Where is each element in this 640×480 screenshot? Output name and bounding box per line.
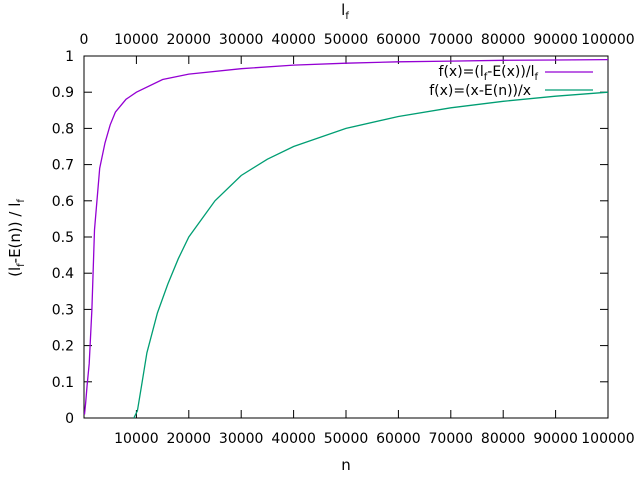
- series-line-2: [133, 91, 609, 419]
- y-axis-label: (lf-E(n)) / lf: [6, 199, 27, 277]
- legend-entry-2: f(x)=(x-E(n))/x: [429, 83, 593, 99]
- x-tick-label-5: 60000: [376, 431, 421, 447]
- legend-label-1: f(x)=(lf-E(x))/lf: [439, 64, 539, 83]
- x-tick-label-2: 30000: [219, 431, 264, 447]
- x-tick-label-9: 100000: [581, 431, 634, 447]
- y-tick-label-5: 0.5: [52, 230, 74, 246]
- x-tick-label-7: 80000: [481, 431, 526, 447]
- y-tick-label-9: 0.9: [52, 85, 74, 101]
- x-tick-label-6: 70000: [429, 431, 474, 447]
- x-tick-label-0: 10000: [114, 431, 159, 447]
- x-tick-label-4: 50000: [324, 431, 369, 447]
- x-tick-label-8: 90000: [533, 431, 578, 447]
- y-tick-label-2: 0.2: [52, 339, 74, 355]
- x2-tick-label-3: 30000: [219, 32, 264, 48]
- y-tick-label-3: 0.3: [52, 302, 74, 318]
- axes: 0 0.1 0.2 0.3 0.4 0.5 0.6 0.7 0.8 0.9 1 10000 20000 3…: [52, 32, 635, 447]
- y-tick-label-7: 0.7: [52, 158, 74, 174]
- x2-tick-label-9: 90000: [533, 32, 578, 48]
- x2-tick-label-8: 80000: [481, 32, 526, 48]
- x2-tick-label-7: 70000: [429, 32, 474, 48]
- x2-tick-label-6: 60000: [376, 32, 421, 48]
- series-line-1: [83, 58, 609, 415]
- x-tick-label-3: 40000: [271, 431, 316, 447]
- x2-tick-label-5: 50000: [324, 32, 369, 48]
- plot-frame: [83, 55, 609, 419]
- legend-entry-1: f(x)=(lf-E(x))/lf: [439, 64, 593, 83]
- x-tick-label-1: 20000: [167, 431, 212, 447]
- y-tick-label-10: 1: [65, 49, 74, 65]
- x2-tick-label-1: 10000: [114, 32, 159, 48]
- y-tick-label-1: 0.1: [52, 375, 74, 391]
- x2-axis-label: lf: [341, 1, 349, 22]
- x2-tick-label-4: 40000: [271, 32, 316, 48]
- series-layer: [83, 58, 609, 419]
- legend-label-2: f(x)=(x-E(n))/x: [429, 83, 531, 99]
- x2-tick-label-2: 20000: [167, 32, 212, 48]
- x2-tick-label-10: 100000: [581, 32, 634, 48]
- y-tick-label-6: 0.6: [52, 194, 74, 210]
- legend: f(x)=(lf-E(x))/lf f(x)=(x-E(n))/x: [429, 64, 593, 99]
- x-axis-label: n: [341, 456, 351, 474]
- y-tick-label-4: 0.4: [52, 266, 74, 282]
- y-tick-label-8: 0.8: [52, 121, 74, 137]
- y-tick-label-0: 0: [65, 411, 74, 427]
- x2-tick-label-0: 0: [80, 32, 89, 48]
